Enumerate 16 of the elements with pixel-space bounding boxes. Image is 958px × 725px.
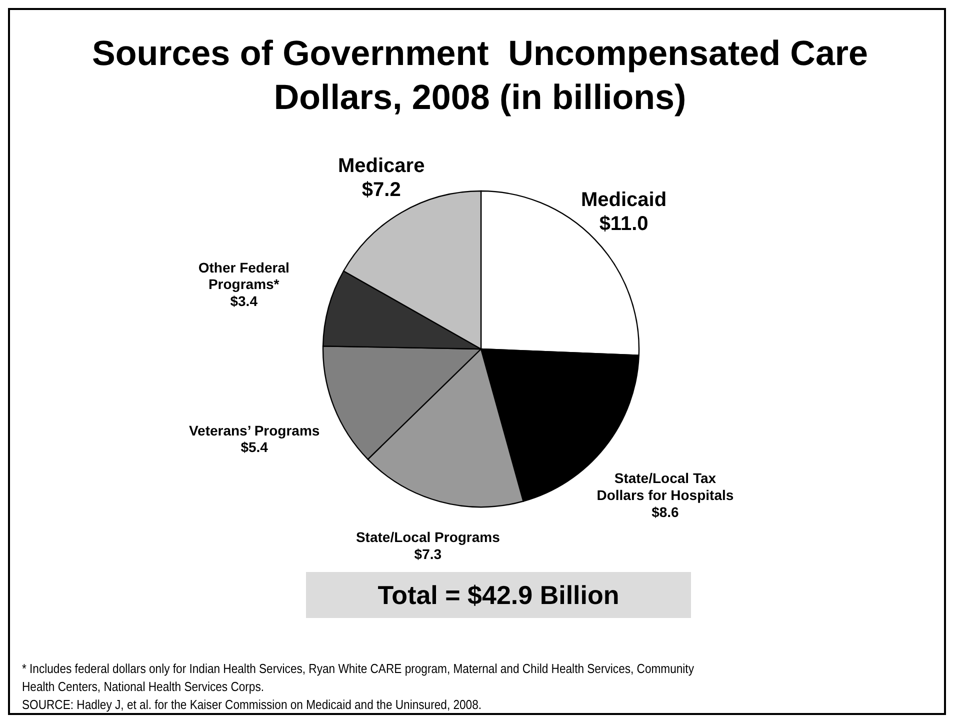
slice-label: State/Local Programs [356, 529, 500, 546]
text: * Includes federal dollars only for Indian Health Services, Ryan White CARE program, Maternal and Child Health Services, Community Health Centers, National Health Services Corps. [22, 660, 695, 696]
slice-label: State/Local Tax Dollars for Hospitals [596, 470, 734, 503]
slice-label: Veterans’ Programs [188, 422, 320, 438]
slice-label: Other Federal Programs* [198, 259, 290, 292]
data-label: $11.0 [599, 212, 648, 235]
chart-title: Sources of Government Uncompensated Care Dollars, 2008 (in billions) [90, 33, 870, 119]
data-label: $5.4 [240, 439, 268, 456]
text: Total = $42.9 Billion [306, 572, 691, 618]
source-note: SOURCE: Hadley J, et al. for the Kaiser Commission on Medicaid and the Uninsured, 2008. [22, 696, 483, 714]
slice-label: Medicaid [581, 188, 667, 211]
data-label: $8.6 [652, 504, 680, 520]
data-label: $7.3 [414, 546, 442, 562]
data-label: $7.2 [362, 178, 401, 201]
data-label: $3.4 [230, 292, 258, 309]
slice-label: Medicare [338, 154, 425, 177]
